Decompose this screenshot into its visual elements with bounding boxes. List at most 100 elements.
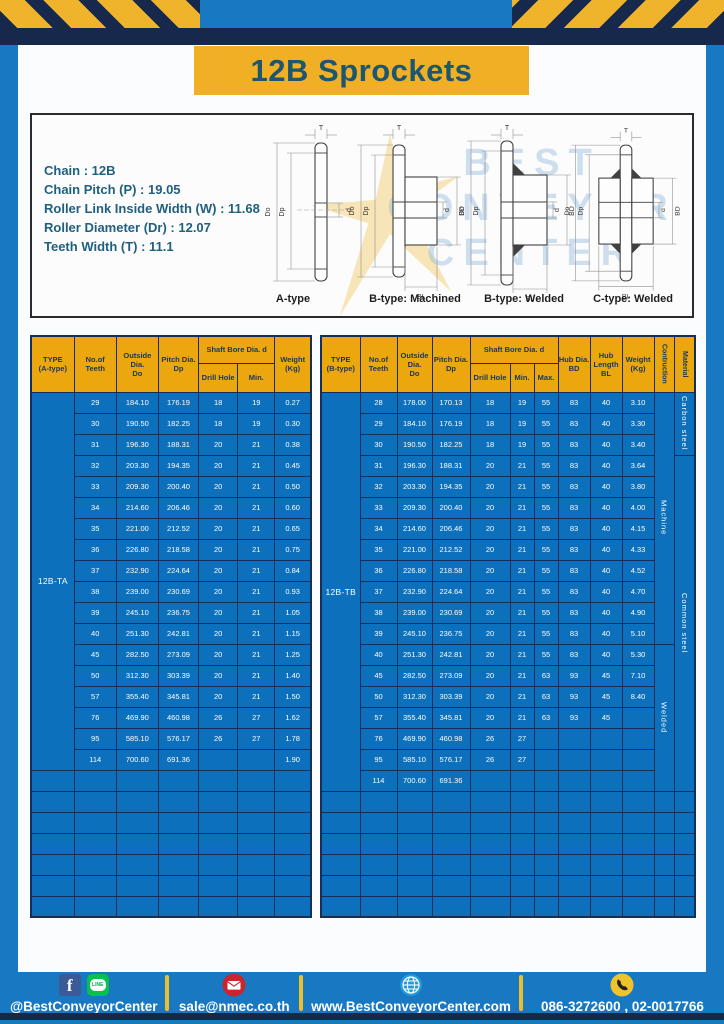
empty-cell [589, 895, 623, 918]
cell: 585.10 [115, 727, 159, 750]
empty-cell [509, 790, 535, 813]
dim-label-dp: Dp [363, 206, 370, 215]
dim-label-bd: BD [459, 206, 466, 216]
cell: 76 [73, 706, 117, 729]
cell: 4.52 [621, 559, 655, 582]
table-row: 31 196.30 188.31 20 21 55 83 40 3.64 Common steel [321, 454, 696, 792]
cell: 34 [359, 517, 398, 540]
cell: 1.05 [274, 601, 312, 624]
empty-cell [30, 811, 75, 834]
empty-cell [533, 832, 559, 855]
cell: 20 [198, 664, 239, 687]
cell: 20 [469, 580, 511, 603]
table-row: 50 312.30 303.39 20 21 1.40 [31, 664, 312, 687]
cell [533, 727, 559, 750]
facebook-icon: f [58, 973, 81, 996]
cell: 20 [469, 685, 511, 708]
website-url[interactable]: www.BestConveyorCenter.com [311, 998, 511, 1014]
cell: 18 [469, 391, 511, 414]
cell: 700.60 [115, 748, 159, 771]
cell: 28 [359, 391, 398, 414]
empty-cell [157, 874, 200, 897]
table-row: 12B-TA 29 184.10 176.19 18 19 0.27 [30, 391, 312, 771]
footer-email[interactable]: sale@nmec.co.th [177, 973, 291, 1014]
cell: 221.00 [115, 517, 159, 540]
data-table: TYPE (A-type) No.of Teeth Outside Dia. Do P… [30, 335, 312, 918]
empty-cell [115, 832, 159, 855]
cell: 20 [198, 538, 239, 561]
empty-cell [30, 853, 75, 876]
empty-cell [73, 832, 117, 855]
dim-label-do: Do [265, 207, 272, 216]
cell: 203.30 [115, 454, 159, 477]
empty-cell [73, 790, 117, 813]
cell: 83 [557, 496, 591, 519]
data-table: TYPE (B-type) No.of Teeth Outside Dia. Do P… [320, 335, 697, 918]
table-row: 76 469.90 460.98 26 27 [321, 727, 695, 750]
column-header: No.of Teeth [359, 335, 398, 393]
dim-label-d: d [554, 208, 561, 212]
empty-cell [274, 832, 312, 855]
footer-phone[interactable]: 086-3272600 , 02-0017766 [531, 973, 714, 1014]
cell: 3.64 [621, 454, 655, 477]
cell: 18 [198, 391, 239, 414]
cell: 691.36 [431, 769, 471, 792]
cell: 39 [73, 601, 117, 624]
empty-cell [673, 790, 696, 813]
cell: 95 [73, 727, 117, 750]
hazard-stripes-right [512, 0, 724, 29]
cell: 19 [509, 433, 535, 456]
column-header: Drill Hole [198, 362, 239, 393]
cell: 469.90 [115, 706, 159, 729]
empty-cell [396, 832, 433, 855]
empty-cell [653, 895, 675, 918]
dim-label-bl: BL [526, 296, 535, 303]
empty-cell [431, 832, 471, 855]
table-row: 36 226.80 218.58 20 21 55 83 40 4.52 [321, 559, 695, 582]
cell: 29 [73, 391, 117, 414]
footer-website[interactable]: www.BestConveyorCenter.com [311, 973, 511, 1014]
cell: 200.40 [157, 475, 200, 498]
cell: 20 [469, 622, 511, 645]
dim-label-bd: BD [674, 206, 681, 216]
empty-cell [557, 832, 591, 855]
empty-cell [653, 853, 675, 876]
cell [621, 727, 655, 750]
social-handle[interactable]: @BestConveyorCenter [10, 998, 158, 1014]
empty-cell [73, 811, 117, 834]
empty-cell [198, 811, 239, 834]
cell: 0.65 [274, 517, 312, 540]
cell: 20 [198, 643, 239, 666]
empty-cell [274, 853, 312, 876]
cell: 188.31 [431, 454, 471, 477]
empty-cell [320, 895, 361, 918]
empty-cell [469, 811, 511, 834]
cell: 273.09 [431, 664, 471, 687]
cell: 21 [237, 685, 276, 708]
empty-cell [533, 853, 559, 876]
cell: 242.81 [157, 622, 200, 645]
column-header: Shaft Bore Dia. d [469, 335, 559, 364]
empty-row [320, 811, 696, 834]
empty-cell [115, 790, 159, 813]
cell [533, 748, 559, 771]
empty-cell [30, 874, 75, 897]
cell: 196.30 [396, 454, 433, 477]
cell: 45 [589, 706, 623, 729]
cell: 55 [533, 622, 559, 645]
empty-cell [73, 769, 117, 792]
empty-cell [359, 853, 398, 876]
spec-line: Roller Diameter (Dr) : 12.07 [44, 220, 211, 235]
cell: 460.98 [431, 727, 471, 750]
column-header: Min. [509, 362, 535, 393]
cell: 3.40 [621, 433, 655, 456]
phone-numbers[interactable]: 086-3272600 , 02-0017766 [541, 998, 704, 1014]
cell: 19 [237, 391, 276, 414]
cell: 221.00 [396, 538, 433, 561]
footer-social[interactable]: f LINE @BestConveyorCenter [10, 973, 157, 1014]
email-address[interactable]: sale@nmec.co.th [178, 998, 290, 1014]
hazard-bar [0, 28, 724, 45]
cell: 282.50 [396, 664, 433, 687]
cell: 40 [589, 622, 623, 645]
cell: 178.00 [396, 391, 433, 414]
